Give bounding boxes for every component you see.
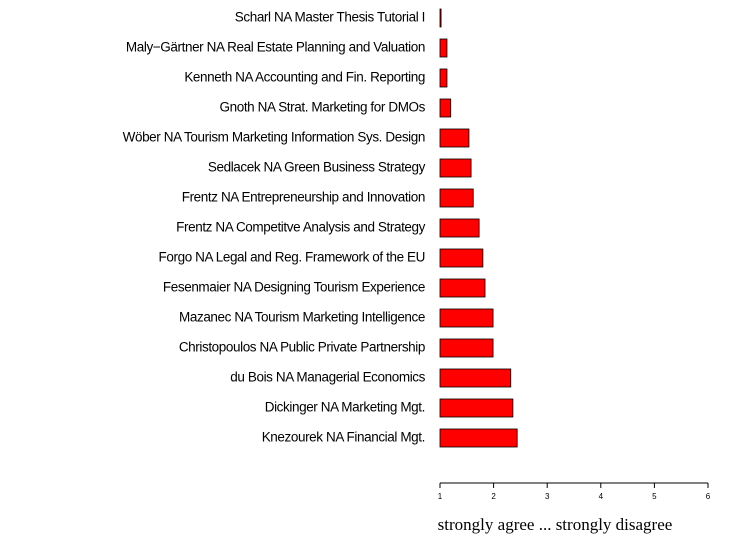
y-tick-label: Knezourek NA Financial Mgt. bbox=[262, 430, 425, 445]
bar bbox=[439, 248, 484, 268]
bar bbox=[439, 188, 474, 208]
bar bbox=[439, 8, 442, 28]
x-tick-label: 5 bbox=[652, 492, 657, 501]
bar bbox=[439, 68, 448, 88]
y-tick-label: Fesenmaier NA Designing Tourism Experien… bbox=[163, 280, 425, 295]
bar bbox=[439, 38, 448, 58]
x-tick-label: 6 bbox=[706, 492, 711, 501]
y-tick-label: Dickinger NA Marketing Mgt. bbox=[265, 400, 425, 415]
x-axis-label: strongly agree ... strongly disagree bbox=[438, 515, 673, 534]
y-tick-label: Scharl NA Master Thesis Tutorial I bbox=[235, 10, 425, 25]
y-tick-label: Christopoulos NA Public Private Partners… bbox=[179, 340, 425, 355]
bar bbox=[439, 158, 472, 178]
y-tick-label: Frentz NA Competitve Analysis and Strate… bbox=[176, 220, 425, 235]
y-tick-label: Maly−Gärtner NA Real Estate Planning and… bbox=[126, 40, 425, 55]
x-tick-label: 2 bbox=[491, 492, 496, 501]
y-tick-label: Forgo NA Legal and Reg. Framework of the… bbox=[159, 250, 425, 265]
bar bbox=[439, 278, 486, 298]
bar bbox=[439, 428, 518, 448]
bar bbox=[439, 218, 480, 238]
y-tick-label: Mazanec NA Tourism Marketing Intelligenc… bbox=[179, 310, 425, 325]
x-tick-label: 3 bbox=[545, 492, 550, 501]
bar bbox=[439, 368, 512, 388]
bar bbox=[439, 308, 494, 328]
bar bbox=[439, 128, 470, 148]
x-tick-label: 1 bbox=[438, 492, 443, 501]
y-tick-label: Sedlacek NA Green Business Strategy bbox=[208, 160, 426, 175]
bar bbox=[439, 398, 514, 418]
x-tick-label: 4 bbox=[599, 492, 604, 501]
y-tick-label: du Bois NA Managerial Economics bbox=[230, 370, 425, 385]
y-tick-label: Kenneth NA Accounting and Fin. Reporting bbox=[184, 70, 425, 85]
y-tick-label: Gnoth NA Strat. Marketing for DMOs bbox=[220, 100, 426, 115]
bar bbox=[439, 98, 452, 118]
y-tick-label: Wöber NA Tourism Marketing Information S… bbox=[123, 130, 425, 145]
bar bbox=[439, 338, 494, 358]
y-tick-label: Frentz NA Entrepreneurship and Innovatio… bbox=[182, 190, 425, 205]
